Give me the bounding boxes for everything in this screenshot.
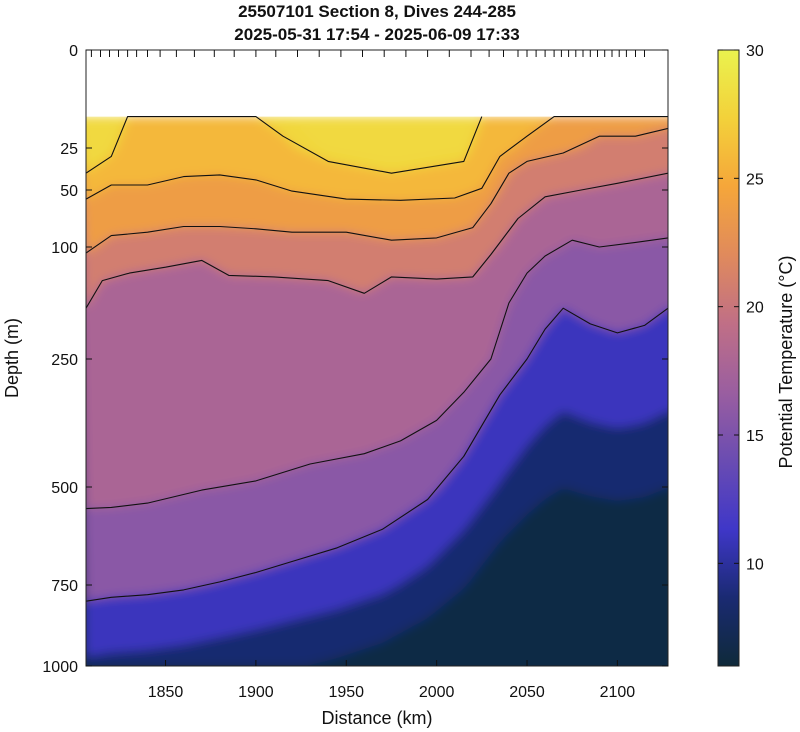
colorbar-tick-label: 30: [746, 43, 764, 60]
chart-title-line-2: 2025-05-31 17:54 - 2025-06-09 17:33: [234, 25, 519, 44]
colorbar-tick-label: 25: [746, 171, 764, 188]
x-tick-label: 2000: [419, 684, 455, 701]
x-tick-label: 1850: [148, 684, 184, 701]
temperature-field: [86, 50, 668, 666]
x-axis-label: Distance (km): [321, 708, 432, 728]
y-axis-label: Depth (m): [2, 318, 22, 398]
x-axis: 1850 1900 1950 2000 2050 2100: [148, 660, 636, 701]
isotherm-17: [86, 237, 668, 510]
y-tick-label: 50: [60, 183, 78, 200]
y-tick-label: 0: [69, 43, 78, 60]
plot-frame: [85, 49, 669, 667]
y-tick-label: 750: [51, 578, 78, 595]
colorbar-gradient: [717, 49, 740, 667]
x-tick-label: 1950: [328, 684, 364, 701]
colorbar-label: Potential Temperature (°C): [776, 256, 796, 469]
temperature-band: [86, 116, 668, 164]
chart-title-line-1: 25507101 Section 8, Dives 244-285: [238, 2, 516, 21]
colorbar: 10 15 20 25 30 Potential Temperature (°C): [717, 43, 796, 667]
isotherm-27: [86, 116, 483, 174]
colorbar-tick-label: 20: [746, 300, 764, 317]
isotherm-15: [86, 307, 668, 602]
isotherm-20: [86, 172, 668, 309]
y-tick-label: 250: [51, 352, 78, 369]
colorbar-ticks: 10 15 20 25 30: [718, 43, 764, 573]
isotherm-lines: [86, 116, 668, 602]
y-axis: 0 25 50 100 250 500 750 1000: [42, 43, 668, 676]
temperature-bands: [86, 116, 668, 666]
x-tick-label: 1900: [238, 684, 274, 701]
plot-area: 1850 1900 1950 2000 2050 2100 0 25 50 100 250 500 7…: [42, 43, 669, 701]
y-tick-label: 25: [60, 141, 78, 158]
x-tick-label: 2100: [600, 684, 636, 701]
dive-markers: [90, 50, 645, 57]
no-data-region: [86, 50, 668, 117]
x-tick-label: 2050: [509, 684, 545, 701]
isotherm-25: [86, 116, 668, 201]
colorbar-tick-label: 15: [746, 428, 764, 445]
y-tick-label: 100: [51, 240, 78, 257]
isotherm-23: [86, 127, 668, 254]
y-tick-label: 500: [51, 480, 78, 497]
colorbar-tick-label: 10: [746, 556, 764, 573]
y-tick-label: 1000: [42, 659, 78, 676]
